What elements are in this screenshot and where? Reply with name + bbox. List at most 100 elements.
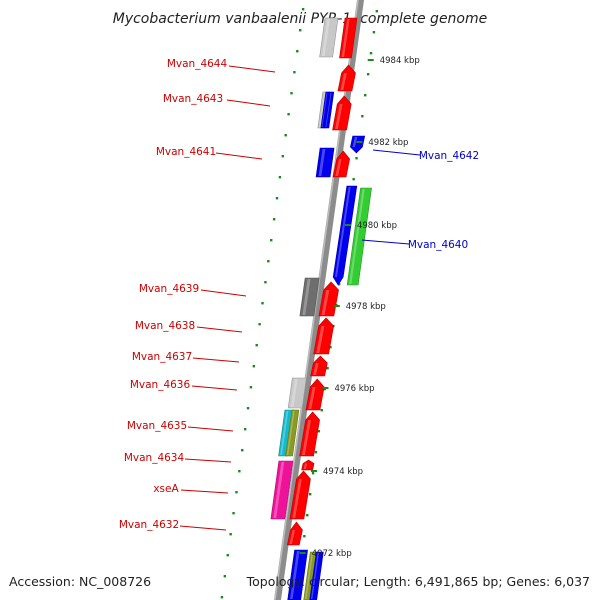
track-dot: [284, 134, 287, 137]
track-dot: [329, 346, 332, 349]
gene-arrow-red: [301, 459, 315, 471]
track-dot: [355, 157, 358, 160]
track-dot: [366, 73, 370, 76]
track-dot: [270, 239, 273, 242]
feature-track: [270, 17, 372, 600]
gene-highlight: [335, 159, 342, 176]
track-dot: [238, 470, 241, 473]
gene-highlight: [321, 19, 330, 56]
track-dot: [278, 176, 282, 179]
track-dot: [255, 344, 258, 347]
track-dot: [364, 94, 367, 97]
gene-block-magenta: [270, 460, 294, 520]
gene-highlight: [304, 553, 313, 599]
kbp-label: 4972 kbp: [312, 549, 352, 559]
track-dot: [306, 514, 309, 517]
track-dot: [298, 29, 302, 32]
gene-arrow-blue: [350, 135, 366, 154]
gene-leader-line: [226, 99, 271, 107]
track-dot: [243, 428, 247, 431]
track-dot: [241, 449, 244, 452]
outer-dotted-track-left: [220, 8, 305, 599]
track-dot: [246, 407, 250, 410]
gene-arrow-red: [318, 281, 339, 317]
track-dot: [308, 493, 312, 496]
gene-highlight: [286, 411, 295, 455]
gene-highlight: [303, 463, 308, 469]
gene-highlight: [341, 19, 350, 57]
gene-label-forward: Mvan_4637: [132, 351, 192, 363]
gene-leader-line: [215, 152, 263, 160]
track-dot: [311, 472, 315, 475]
gene-leader-line: [192, 357, 240, 363]
gene-label-forward: Mvan_4641: [156, 146, 216, 158]
gene-highlight: [316, 326, 325, 353]
gene-arrow-red: [313, 317, 334, 355]
gene-block-blue: [324, 91, 335, 129]
map-title: Mycobacterium vanbaalenii PYR-1, complet…: [113, 11, 488, 27]
gene-block-gray: [319, 17, 339, 58]
track-dot: [232, 512, 235, 515]
track-dot: [220, 596, 224, 599]
gene-leader-line: [361, 239, 410, 245]
kbp-label: 4978 kbp: [346, 302, 386, 312]
gene-arrow-red: [305, 378, 325, 411]
track-dot: [261, 302, 264, 305]
gene-block-blue: [315, 147, 335, 178]
track-dot: [326, 367, 329, 370]
gene-label-forward: Mvan_4632: [119, 519, 179, 531]
gene-block-olive: [285, 409, 300, 457]
gene-arrow-red: [339, 17, 358, 59]
gene-arrow-red: [289, 470, 311, 520]
gene-label-forward: Mvan_4635: [127, 420, 187, 432]
track-dot: [223, 575, 227, 578]
gene-block-gray: [299, 277, 320, 317]
gene-label-forward: Mvan_4644: [167, 58, 228, 70]
gene-arrow-red: [332, 150, 350, 178]
gene-leader-line: [184, 458, 232, 463]
gene-label-forward: Mvan_4638: [135, 320, 195, 332]
gene-highlight: [340, 73, 347, 90]
gene-highlight: [280, 411, 289, 455]
accession-text: Accession: NC_008726: [9, 574, 151, 589]
kbp-label: 4980 kbp: [357, 221, 397, 231]
track-dot: [290, 92, 293, 95]
gene-arrow-red: [310, 355, 328, 377]
track-dot: [281, 155, 285, 158]
gene-highlight: [335, 104, 343, 129]
kbp-label: 4984 kbp: [380, 56, 420, 66]
gene-leader-line: [187, 426, 234, 432]
gene-highlight: [290, 551, 300, 599]
gene-leader-line: [372, 149, 421, 156]
gene-highlight: [352, 137, 358, 148]
track-dot: [293, 71, 296, 74]
gene-label-forward: Mvan_4636: [130, 379, 191, 391]
kbp-tick-marks: 4984 kbp 4982 kbp 4980 kbp 4978 kbp 4976 kbp…: [299, 56, 420, 559]
gene-highlight: [321, 290, 330, 315]
gene-leader-line: [196, 326, 243, 333]
gene-arrow-red: [332, 95, 352, 131]
gene-labels: Mvan_4644 Mvan_4643 Mvan_4641 Mvan_4639 Mvan…: [119, 58, 479, 531]
gene-arrow-red: [286, 521, 303, 546]
gene-leader-line: [191, 385, 238, 391]
gene-arrow-blue: [332, 185, 358, 286]
track-dot: [287, 113, 290, 116]
gene-leader-line: [228, 65, 276, 73]
track-dot: [361, 115, 364, 118]
track-dot: [229, 533, 232, 536]
track-dot: [317, 430, 321, 433]
gene-highlight: [290, 379, 298, 407]
track-dot: [375, 10, 379, 13]
track-dot: [320, 409, 323, 412]
track-dot: [323, 388, 326, 391]
track-dot: [301, 8, 305, 11]
gene-highlight: [273, 462, 285, 518]
track-dot: [226, 554, 229, 557]
track-dot: [235, 491, 238, 494]
track-dot: [264, 281, 267, 284]
track-dot: [314, 451, 318, 454]
gene-arrow-red: [337, 64, 356, 92]
topology-text: Topology: circular; Length: 6,491,865 bp…: [246, 574, 590, 589]
